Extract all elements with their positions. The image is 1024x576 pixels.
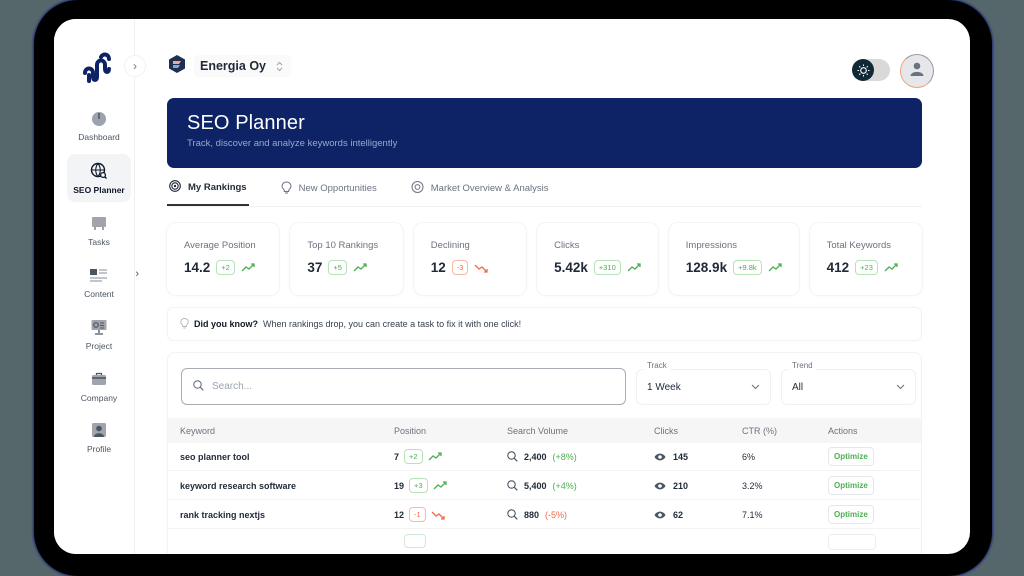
profile-icon (90, 421, 108, 439)
sidebar-item-tasks[interactable]: Tasks (67, 206, 131, 254)
target-icon (169, 180, 181, 195)
optimize-button[interactable]: Optimize (828, 505, 874, 524)
search-icon (507, 509, 518, 520)
search-icon (507, 480, 518, 491)
tab-market-overview[interactable]: Market Overview & Analysis (409, 180, 551, 206)
trending-down-icon (431, 511, 445, 520)
search-field[interactable] (181, 368, 626, 405)
theme-toggle[interactable] (852, 59, 890, 81)
column-header-clicks[interactable]: Clicks (654, 425, 678, 436)
stat-card-average-position: Average Position 14.2 +2 (167, 223, 280, 295)
chevron-down-icon (896, 382, 905, 392)
delta-badge: -3 (451, 260, 469, 275)
tip-lead: Did you know? (194, 319, 258, 329)
sidebar-item-seo-planner[interactable]: SEO Planner (67, 154, 131, 202)
table-header: Keyword Position Search Volume Clicks CT… (168, 418, 921, 443)
column-header-actions: Actions (828, 425, 858, 436)
sidebar-item-project[interactable]: Project (67, 310, 131, 358)
stat-card-declining: Declining 12 -3 (413, 223, 527, 295)
content-icon (90, 266, 108, 284)
table-row[interactable]: rank tracking nextjs 12 -1 880 (-5%) 62 … (168, 501, 921, 529)
stat-card-impressions: Impressions 128.9k +9.8k (668, 223, 799, 295)
tab-new-opportunities[interactable]: New Opportunities (279, 180, 379, 206)
trending-up-icon (768, 262, 782, 271)
delta-badge: -1 (409, 507, 426, 522)
column-header-ctr[interactable]: CTR (%) (742, 425, 777, 436)
search-input[interactable] (212, 381, 592, 392)
chevron-down-icon (751, 382, 760, 392)
optimize-button[interactable]: Optimize (828, 447, 874, 466)
sidebar-expand-button[interactable]: › (124, 55, 146, 77)
page-title: SEO Planner (187, 112, 305, 134)
delta-badge: +310 (593, 260, 621, 275)
page-subtitle: Track, discover and analyze keywords int… (187, 138, 398, 149)
chevron-right-icon: › (133, 59, 137, 73)
trending-up-icon (433, 480, 447, 489)
user-icon (909, 61, 925, 82)
eye-icon (654, 511, 666, 518)
sidebar: Dashboard SEO Planner Tasks Content › (54, 19, 139, 554)
delta-badge: +9.8k (733, 260, 762, 275)
trend-select[interactable]: Trend All (781, 361, 916, 405)
app-window: Dashboard SEO Planner Tasks Content › (54, 19, 970, 554)
trending-down-icon (474, 264, 489, 273)
trending-up-icon (627, 262, 641, 271)
trending-up-icon (353, 262, 367, 271)
delta-badge: +2 (404, 449, 423, 464)
tab-bar: My Rankings New Opportunities Market Ove… (167, 180, 922, 207)
delta-badge: +3 (409, 478, 428, 493)
delta-badge: +2 (216, 260, 235, 275)
page-header-banner: SEO Planner Track, discover and analyze … (167, 98, 922, 168)
table-row-partial (168, 530, 921, 554)
column-header-position[interactable]: Position (394, 425, 427, 436)
tip-banner: Did you know? When rankings drop, you ca… (167, 307, 922, 341)
search-icon (193, 378, 204, 396)
sidebar-item-content[interactable]: Content › (67, 258, 139, 306)
table-row[interactable]: keyword research software 19 +3 5,400 (+… (168, 472, 921, 500)
user-avatar[interactable] (900, 54, 934, 88)
org-name: Energia Oy (200, 59, 266, 73)
sidebar-item-dashboard[interactable]: Dashboard (67, 101, 131, 149)
globe-search-icon (90, 162, 108, 180)
lightbulb-icon (281, 180, 292, 197)
stat-card-top-10-rankings: Top 10 Rankings 37 +5 (290, 223, 403, 295)
column-header-keyword[interactable]: Keyword (180, 425, 216, 436)
tip-text: When rankings drop, you can create a tas… (263, 319, 522, 329)
optimize-button[interactable]: Optimize (828, 476, 874, 495)
chevron-up-down-icon (276, 61, 283, 72)
eye-icon (411, 181, 424, 196)
sun-icon (852, 59, 874, 81)
column-header-search-volume[interactable]: Search Volume (507, 425, 569, 436)
table-row[interactable]: seo planner tool 7 +2 2,400 (+8%) 145 6%… (168, 443, 921, 471)
stats-row: Average Position 14.2 +2 Top 10 Rankings… (167, 223, 922, 295)
org-logo-icon (168, 54, 186, 78)
sidebar-item-company[interactable]: Company (67, 362, 131, 410)
delta-badge: +23 (855, 260, 878, 275)
tab-my-rankings[interactable]: My Rankings (167, 180, 249, 206)
trending-up-icon (241, 262, 255, 271)
eye-icon (654, 482, 666, 489)
project-icon (90, 318, 108, 336)
sidebar-item-profile[interactable]: Profile (67, 413, 131, 461)
keyword-table-panel: Track 1 Week Trend All Keyword Position … (167, 352, 922, 554)
lightbulb-icon (180, 317, 189, 331)
app-logo-icon[interactable] (81, 51, 113, 85)
gauge-icon (90, 109, 108, 127)
delta-badge: +5 (328, 260, 347, 275)
board-icon (90, 214, 108, 232)
chevron-right-icon[interactable]: › (135, 268, 139, 280)
trending-up-icon (884, 262, 898, 271)
stat-card-clicks: Clicks 5.42k +310 (537, 223, 658, 295)
organization-switcher[interactable]: Energia Oy (168, 53, 314, 79)
briefcase-icon (90, 370, 108, 388)
stat-card-total-keywords: Total Keywords 412 +23 (809, 223, 922, 295)
eye-icon (654, 453, 666, 460)
search-icon (507, 451, 518, 462)
track-select[interactable]: Track 1 Week (636, 361, 771, 405)
trending-up-icon (428, 451, 442, 460)
